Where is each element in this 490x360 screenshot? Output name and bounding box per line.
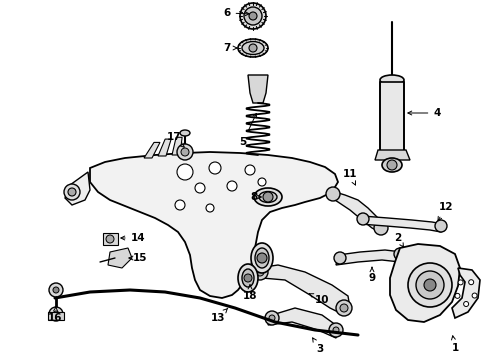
Text: 12: 12 xyxy=(438,202,453,221)
Ellipse shape xyxy=(238,264,258,292)
Circle shape xyxy=(472,293,477,298)
Circle shape xyxy=(68,188,76,196)
Circle shape xyxy=(209,162,221,174)
Circle shape xyxy=(206,204,214,212)
Circle shape xyxy=(408,263,452,307)
Text: 10: 10 xyxy=(309,294,329,305)
Polygon shape xyxy=(90,152,338,298)
Polygon shape xyxy=(258,265,350,314)
Polygon shape xyxy=(390,244,460,322)
Text: 18: 18 xyxy=(243,285,257,301)
Text: 14: 14 xyxy=(121,233,146,243)
Ellipse shape xyxy=(380,75,404,85)
Circle shape xyxy=(258,178,266,186)
Circle shape xyxy=(240,3,266,29)
Ellipse shape xyxy=(242,269,254,287)
Circle shape xyxy=(265,311,279,325)
Ellipse shape xyxy=(180,130,190,136)
Circle shape xyxy=(416,271,444,299)
Polygon shape xyxy=(336,250,402,265)
Text: 16: 16 xyxy=(48,307,62,323)
Text: 5: 5 xyxy=(240,113,256,147)
Circle shape xyxy=(435,220,447,232)
Circle shape xyxy=(336,300,352,316)
Circle shape xyxy=(329,323,343,337)
Text: 4: 4 xyxy=(408,108,441,118)
Circle shape xyxy=(227,181,237,191)
Circle shape xyxy=(263,192,273,202)
Polygon shape xyxy=(172,137,182,155)
Circle shape xyxy=(424,279,436,291)
Circle shape xyxy=(333,327,339,333)
Polygon shape xyxy=(103,233,118,245)
Circle shape xyxy=(458,280,463,285)
Polygon shape xyxy=(48,312,64,320)
Text: 9: 9 xyxy=(368,267,375,283)
Circle shape xyxy=(357,213,369,225)
Text: 8: 8 xyxy=(250,192,261,202)
Circle shape xyxy=(106,235,114,243)
Circle shape xyxy=(374,221,388,235)
Circle shape xyxy=(181,148,189,156)
Circle shape xyxy=(469,280,474,285)
Text: 17: 17 xyxy=(167,132,184,147)
Bar xyxy=(380,82,404,152)
Text: 11: 11 xyxy=(343,169,357,185)
Circle shape xyxy=(177,144,193,160)
Circle shape xyxy=(249,44,257,52)
Text: 3: 3 xyxy=(313,338,323,354)
Polygon shape xyxy=(248,75,268,103)
Circle shape xyxy=(387,160,397,170)
Polygon shape xyxy=(144,143,160,158)
Circle shape xyxy=(334,252,346,264)
Circle shape xyxy=(269,315,275,321)
Polygon shape xyxy=(108,248,132,268)
Circle shape xyxy=(177,164,193,180)
Text: 7: 7 xyxy=(223,43,237,53)
Circle shape xyxy=(464,301,468,306)
Text: 2: 2 xyxy=(394,233,403,247)
Polygon shape xyxy=(375,150,410,160)
Circle shape xyxy=(257,253,267,263)
Ellipse shape xyxy=(238,39,268,57)
Polygon shape xyxy=(158,139,171,156)
Text: 1: 1 xyxy=(451,336,459,353)
Circle shape xyxy=(252,264,268,280)
Circle shape xyxy=(49,283,63,297)
Polygon shape xyxy=(330,192,383,232)
Text: 6: 6 xyxy=(223,8,249,18)
Circle shape xyxy=(249,12,257,20)
Ellipse shape xyxy=(255,248,269,268)
Circle shape xyxy=(340,304,348,312)
Ellipse shape xyxy=(242,41,264,54)
Text: 13: 13 xyxy=(211,308,228,323)
Circle shape xyxy=(64,184,80,200)
Polygon shape xyxy=(268,308,340,338)
Circle shape xyxy=(244,7,262,25)
Circle shape xyxy=(195,183,205,193)
Circle shape xyxy=(326,187,340,201)
Polygon shape xyxy=(360,216,443,232)
Circle shape xyxy=(455,293,460,298)
Ellipse shape xyxy=(251,243,273,273)
Circle shape xyxy=(53,287,59,293)
Circle shape xyxy=(175,200,185,210)
Circle shape xyxy=(53,311,59,317)
Polygon shape xyxy=(65,172,90,205)
Circle shape xyxy=(244,274,252,282)
Text: 15: 15 xyxy=(129,253,147,263)
Ellipse shape xyxy=(259,192,277,202)
Ellipse shape xyxy=(382,158,402,172)
Ellipse shape xyxy=(254,188,282,206)
Circle shape xyxy=(49,307,63,321)
Circle shape xyxy=(245,165,255,175)
Circle shape xyxy=(256,268,264,276)
Polygon shape xyxy=(452,268,480,318)
Circle shape xyxy=(394,248,406,260)
